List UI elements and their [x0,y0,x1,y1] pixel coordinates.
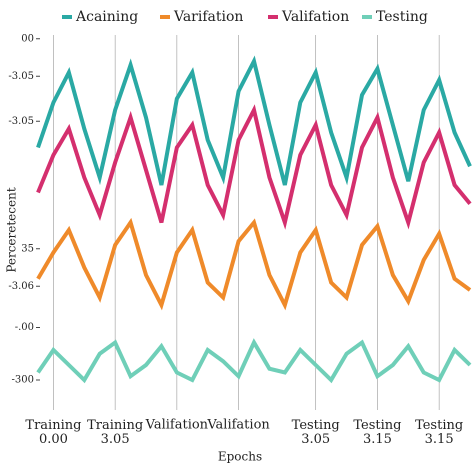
legend-label: Varifation [173,9,243,25]
series-line [36,217,472,311]
y-tick-label: -3.05 [8,116,34,127]
y-tick-label: -.00 [15,322,34,333]
x-tick-label: Testing 3.15 [415,418,463,447]
x-tick-label: Valifation [206,418,270,433]
y-tick-label: 00 [21,33,34,44]
legend-label: Acaining [75,9,138,25]
x-tick-label: Valifation [145,418,209,433]
series-line [36,104,472,230]
x-tick-label: Training 3.05 [87,418,143,447]
y-axis-label: Perceretecent [5,187,19,273]
legend-label: Valifation [281,9,349,25]
x-tick-label: Testing 3.15 [353,418,401,447]
y-tick-label: 35 [21,243,34,254]
y-tick-label: -3.05 [8,71,34,82]
series-line [36,338,472,384]
legend-label: Testing [376,9,428,25]
x-tick-label: Training 0.00 [25,418,81,447]
series-line [36,55,472,186]
y-tick-label: -3.06 [8,281,34,292]
y-tick-label: -300 [12,375,34,386]
x-tick-label: Testing 3.05 [292,418,340,447]
x-axis-label: Epochs [218,450,262,464]
